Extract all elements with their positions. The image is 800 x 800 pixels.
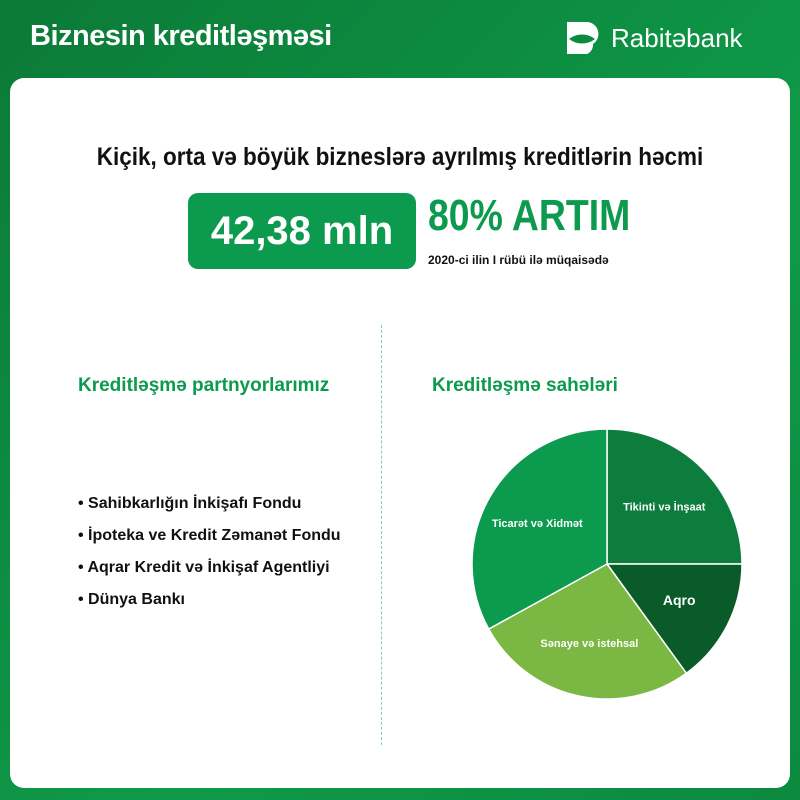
brand-name: Rabitəbank — [611, 22, 743, 53]
growth-label: 80% ARTIM — [428, 191, 631, 240]
partners-list: Sahibkarlığın İnkişafı Fondu İpoteka ve … — [78, 495, 341, 623]
pie-slice — [606, 428, 743, 565]
pie-slice — [471, 428, 608, 631]
partner-item: Sahibkarlığın İnkişafı Fondu — [78, 495, 341, 513]
divider — [381, 325, 382, 745]
comparison-note: 2020-ci ilin I rübü ilə müqaisədə — [428, 253, 609, 267]
brand-logo: Rabitəbank — [565, 20, 743, 56]
partner-item: Dünya Bankı — [78, 591, 341, 609]
chart-title: Kreditləşmə sahələri — [432, 375, 618, 396]
pie-label: Aqro — [663, 592, 696, 608]
pie-label: Tikinti və İnşaat — [623, 501, 706, 514]
partner-item: Aqrar Kredit və İnkişaf Agentliyi — [78, 559, 341, 577]
pie-label: Sənaye və istehsal — [540, 638, 638, 650]
pie-slice — [605, 563, 743, 675]
rabitabank-logo-icon — [567, 22, 599, 54]
pie-slice — [487, 563, 688, 700]
amount-badge: 42,38 mln — [188, 193, 416, 269]
headline: Kiçik, orta və böyük bizneslərə ayrılmış… — [96, 143, 704, 171]
partner-item: İpoteka ve Kredit Zəmanət Fondu — [78, 527, 340, 545]
partners-title: Kreditləşmə partnyorlarımız — [78, 375, 330, 396]
header-title: Biznesin kreditləşməsi — [30, 20, 332, 52]
pie-label: Ticarət və Xidmət — [492, 518, 583, 530]
